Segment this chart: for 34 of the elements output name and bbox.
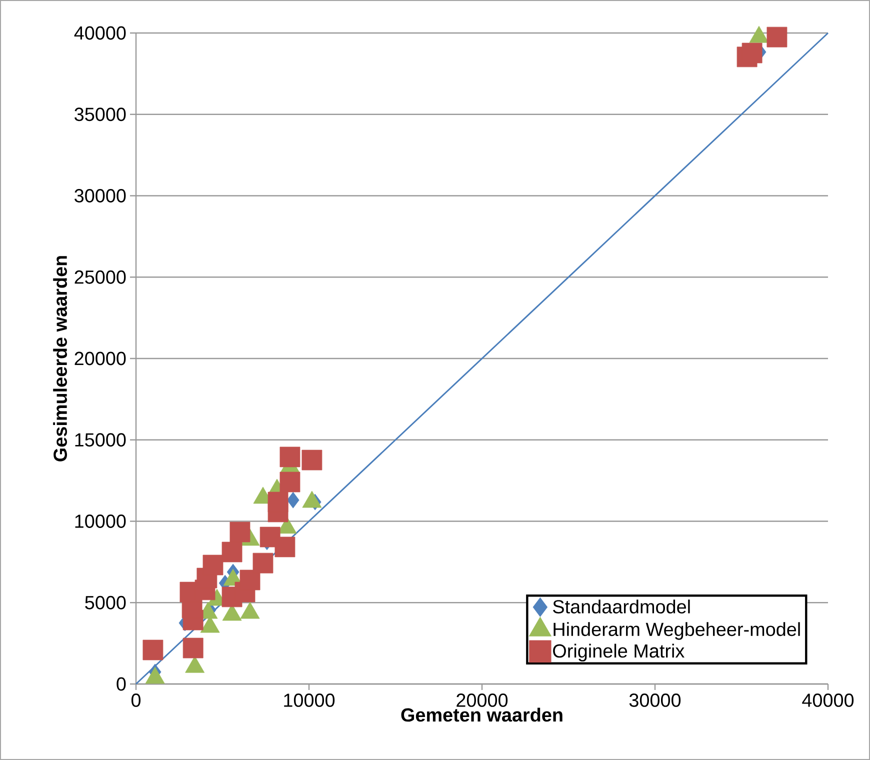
y-tick-label: 35000 (74, 108, 126, 122)
point (252, 552, 274, 574)
point (280, 446, 300, 468)
x-tick-label: 30000 (629, 694, 681, 707)
point (280, 472, 300, 492)
point (202, 554, 224, 576)
point (286, 492, 300, 508)
y-tick-label: 0 (116, 677, 126, 691)
y-tick-label: 30000 (74, 189, 126, 202)
y-tick-label: 40000 (74, 26, 126, 40)
y-axis-title: Gesimuleerde waarden (53, 256, 68, 462)
y-tick-label: 15000 (75, 433, 126, 447)
y-tick-label: 5000 (85, 596, 126, 610)
legend-label: Standaardmodel (553, 600, 690, 614)
point (182, 638, 204, 658)
point (302, 450, 322, 470)
x-tick-label: 20000 (456, 694, 508, 707)
point (274, 536, 296, 558)
x-tick-label: 0 (131, 694, 141, 707)
x-axis-title: Gemeten waarden (401, 708, 562, 722)
point (268, 492, 288, 512)
x-tick-label: 10000 (284, 694, 335, 707)
point (766, 26, 788, 48)
point (240, 570, 260, 590)
point (222, 542, 242, 562)
legend-label: Hinderarm Wegbeheer-model (554, 622, 800, 640)
point (230, 522, 250, 542)
legend-label: Originele Matrix (553, 644, 684, 662)
y-tick-label: 25000 (74, 270, 126, 284)
y-tick-label: 20000 (74, 352, 126, 366)
y-tick-label: 10000 (75, 514, 126, 528)
point (742, 42, 762, 64)
point (142, 640, 164, 660)
x-tick-label: 40000 (802, 694, 854, 707)
